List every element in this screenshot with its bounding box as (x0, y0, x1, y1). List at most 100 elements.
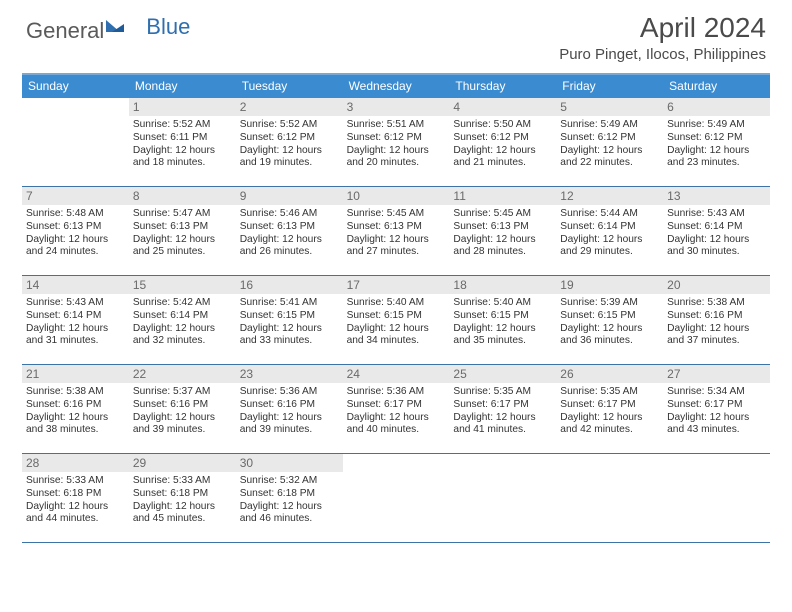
daylight-line-2: and 42 minutes. (559, 424, 660, 437)
day-number: 22 (129, 365, 236, 383)
day-cell: 6Sunrise: 5:49 AMSunset: 6:12 PMDaylight… (663, 98, 770, 186)
daylight-line-1: Daylight: 12 hours (346, 145, 447, 158)
logo-text-blue: Blue (146, 14, 190, 40)
daylight-line-1: Daylight: 12 hours (666, 145, 767, 158)
sunrise-line: Sunrise: 5:32 AM (239, 475, 340, 488)
sunrise-line: Sunrise: 5:38 AM (666, 297, 767, 310)
day-cell: 19Sunrise: 5:39 AMSunset: 6:15 PMDayligh… (556, 276, 663, 364)
daylight-line-2: and 22 minutes. (559, 157, 660, 170)
day-number: 26 (556, 365, 663, 383)
sunrise-line: Sunrise: 5:50 AM (452, 119, 553, 132)
day-number: 6 (663, 98, 770, 116)
daylight-line-2: and 44 minutes. (25, 513, 126, 526)
sunset-line: Sunset: 6:16 PM (25, 399, 126, 412)
daylight-line-1: Daylight: 12 hours (559, 323, 660, 336)
day-cell: 24Sunrise: 5:36 AMSunset: 6:17 PMDayligh… (343, 365, 450, 453)
week-row: 21Sunrise: 5:38 AMSunset: 6:16 PMDayligh… (22, 365, 770, 454)
daylight-line-2: and 25 minutes. (132, 246, 233, 259)
sunrise-line: Sunrise: 5:45 AM (346, 208, 447, 221)
sunrise-line: Sunrise: 5:48 AM (25, 208, 126, 221)
day-number: 18 (449, 276, 556, 294)
day-cell (22, 98, 129, 186)
sunrise-line: Sunrise: 5:49 AM (559, 119, 660, 132)
dow-cell: Sunday (22, 75, 129, 98)
daylight-line-2: and 18 minutes. (132, 157, 233, 170)
sunrise-line: Sunrise: 5:36 AM (346, 386, 447, 399)
sunrise-line: Sunrise: 5:42 AM (132, 297, 233, 310)
daylight-line-2: and 32 minutes. (132, 335, 233, 348)
page-header: General Blue April 2024 Puro Pinget, Ilo… (0, 0, 792, 63)
sunset-line: Sunset: 6:15 PM (452, 310, 553, 323)
day-cell: 9Sunrise: 5:46 AMSunset: 6:13 PMDaylight… (236, 187, 343, 275)
daylight-line-2: and 43 minutes. (666, 424, 767, 437)
day-cell: 18Sunrise: 5:40 AMSunset: 6:15 PMDayligh… (449, 276, 556, 364)
day-number: 1 (129, 98, 236, 116)
sunset-line: Sunset: 6:14 PM (25, 310, 126, 323)
day-number: 3 (343, 98, 450, 116)
day-number: 20 (663, 276, 770, 294)
daylight-line-2: and 20 minutes. (346, 157, 447, 170)
sunset-line: Sunset: 6:17 PM (559, 399, 660, 412)
daylight-line-1: Daylight: 12 hours (239, 234, 340, 247)
daylight-line-2: and 35 minutes. (452, 335, 553, 348)
day-number: 28 (22, 454, 129, 472)
day-number: 5 (556, 98, 663, 116)
day-cell: 15Sunrise: 5:42 AMSunset: 6:14 PMDayligh… (129, 276, 236, 364)
daylight-line-2: and 23 minutes. (666, 157, 767, 170)
sunset-line: Sunset: 6:12 PM (239, 132, 340, 145)
day-number: 9 (236, 187, 343, 205)
day-number: 11 (449, 187, 556, 205)
week-row: 7Sunrise: 5:48 AMSunset: 6:13 PMDaylight… (22, 187, 770, 276)
daylight-line-2: and 41 minutes. (452, 424, 553, 437)
dow-cell: Tuesday (236, 75, 343, 98)
day-cell: 12Sunrise: 5:44 AMSunset: 6:14 PMDayligh… (556, 187, 663, 275)
day-cell: 20Sunrise: 5:38 AMSunset: 6:16 PMDayligh… (663, 276, 770, 364)
daylight-line-1: Daylight: 12 hours (25, 412, 126, 425)
daylight-line-1: Daylight: 12 hours (239, 412, 340, 425)
sunrise-line: Sunrise: 5:46 AM (239, 208, 340, 221)
daylight-line-2: and 39 minutes. (132, 424, 233, 437)
daylight-line-1: Daylight: 12 hours (239, 323, 340, 336)
sunset-line: Sunset: 6:12 PM (346, 132, 447, 145)
day-cell: 21Sunrise: 5:38 AMSunset: 6:16 PMDayligh… (22, 365, 129, 453)
sunset-line: Sunset: 6:15 PM (346, 310, 447, 323)
sunset-line: Sunset: 6:13 PM (452, 221, 553, 234)
day-number: 29 (129, 454, 236, 472)
day-cell: 11Sunrise: 5:45 AMSunset: 6:13 PMDayligh… (449, 187, 556, 275)
sunset-line: Sunset: 6:16 PM (132, 399, 233, 412)
day-number: 15 (129, 276, 236, 294)
daylight-line-1: Daylight: 12 hours (239, 145, 340, 158)
daylight-line-1: Daylight: 12 hours (132, 323, 233, 336)
sunset-line: Sunset: 6:12 PM (666, 132, 767, 145)
daylight-line-1: Daylight: 12 hours (25, 234, 126, 247)
day-cell (449, 454, 556, 542)
sunset-line: Sunset: 6:13 PM (346, 221, 447, 234)
daylight-line-2: and 27 minutes. (346, 246, 447, 259)
day-number: 25 (449, 365, 556, 383)
daylight-line-1: Daylight: 12 hours (132, 501, 233, 514)
day-number: 8 (129, 187, 236, 205)
title-block: April 2024 Puro Pinget, Ilocos, Philippi… (559, 12, 766, 63)
daylight-line-2: and 37 minutes. (666, 335, 767, 348)
day-cell: 7Sunrise: 5:48 AMSunset: 6:13 PMDaylight… (22, 187, 129, 275)
dow-cell: Friday (556, 75, 663, 98)
sunrise-line: Sunrise: 5:40 AM (452, 297, 553, 310)
sunrise-line: Sunrise: 5:51 AM (346, 119, 447, 132)
daylight-line-2: and 30 minutes. (666, 246, 767, 259)
logo-triangle-icon (106, 12, 124, 26)
day-cell: 2Sunrise: 5:52 AMSunset: 6:12 PMDaylight… (236, 98, 343, 186)
day-number: 30 (236, 454, 343, 472)
daylight-line-1: Daylight: 12 hours (346, 234, 447, 247)
day-number: 23 (236, 365, 343, 383)
daylight-line-1: Daylight: 12 hours (346, 323, 447, 336)
daylight-line-2: and 33 minutes. (239, 335, 340, 348)
sunrise-line: Sunrise: 5:37 AM (132, 386, 233, 399)
day-number: 17 (343, 276, 450, 294)
sunrise-line: Sunrise: 5:36 AM (239, 386, 340, 399)
daylight-line-2: and 28 minutes. (452, 246, 553, 259)
sunrise-line: Sunrise: 5:35 AM (452, 386, 553, 399)
day-cell: 28Sunrise: 5:33 AMSunset: 6:18 PMDayligh… (22, 454, 129, 542)
day-number: 24 (343, 365, 450, 383)
sunset-line: Sunset: 6:16 PM (666, 310, 767, 323)
day-number: 10 (343, 187, 450, 205)
